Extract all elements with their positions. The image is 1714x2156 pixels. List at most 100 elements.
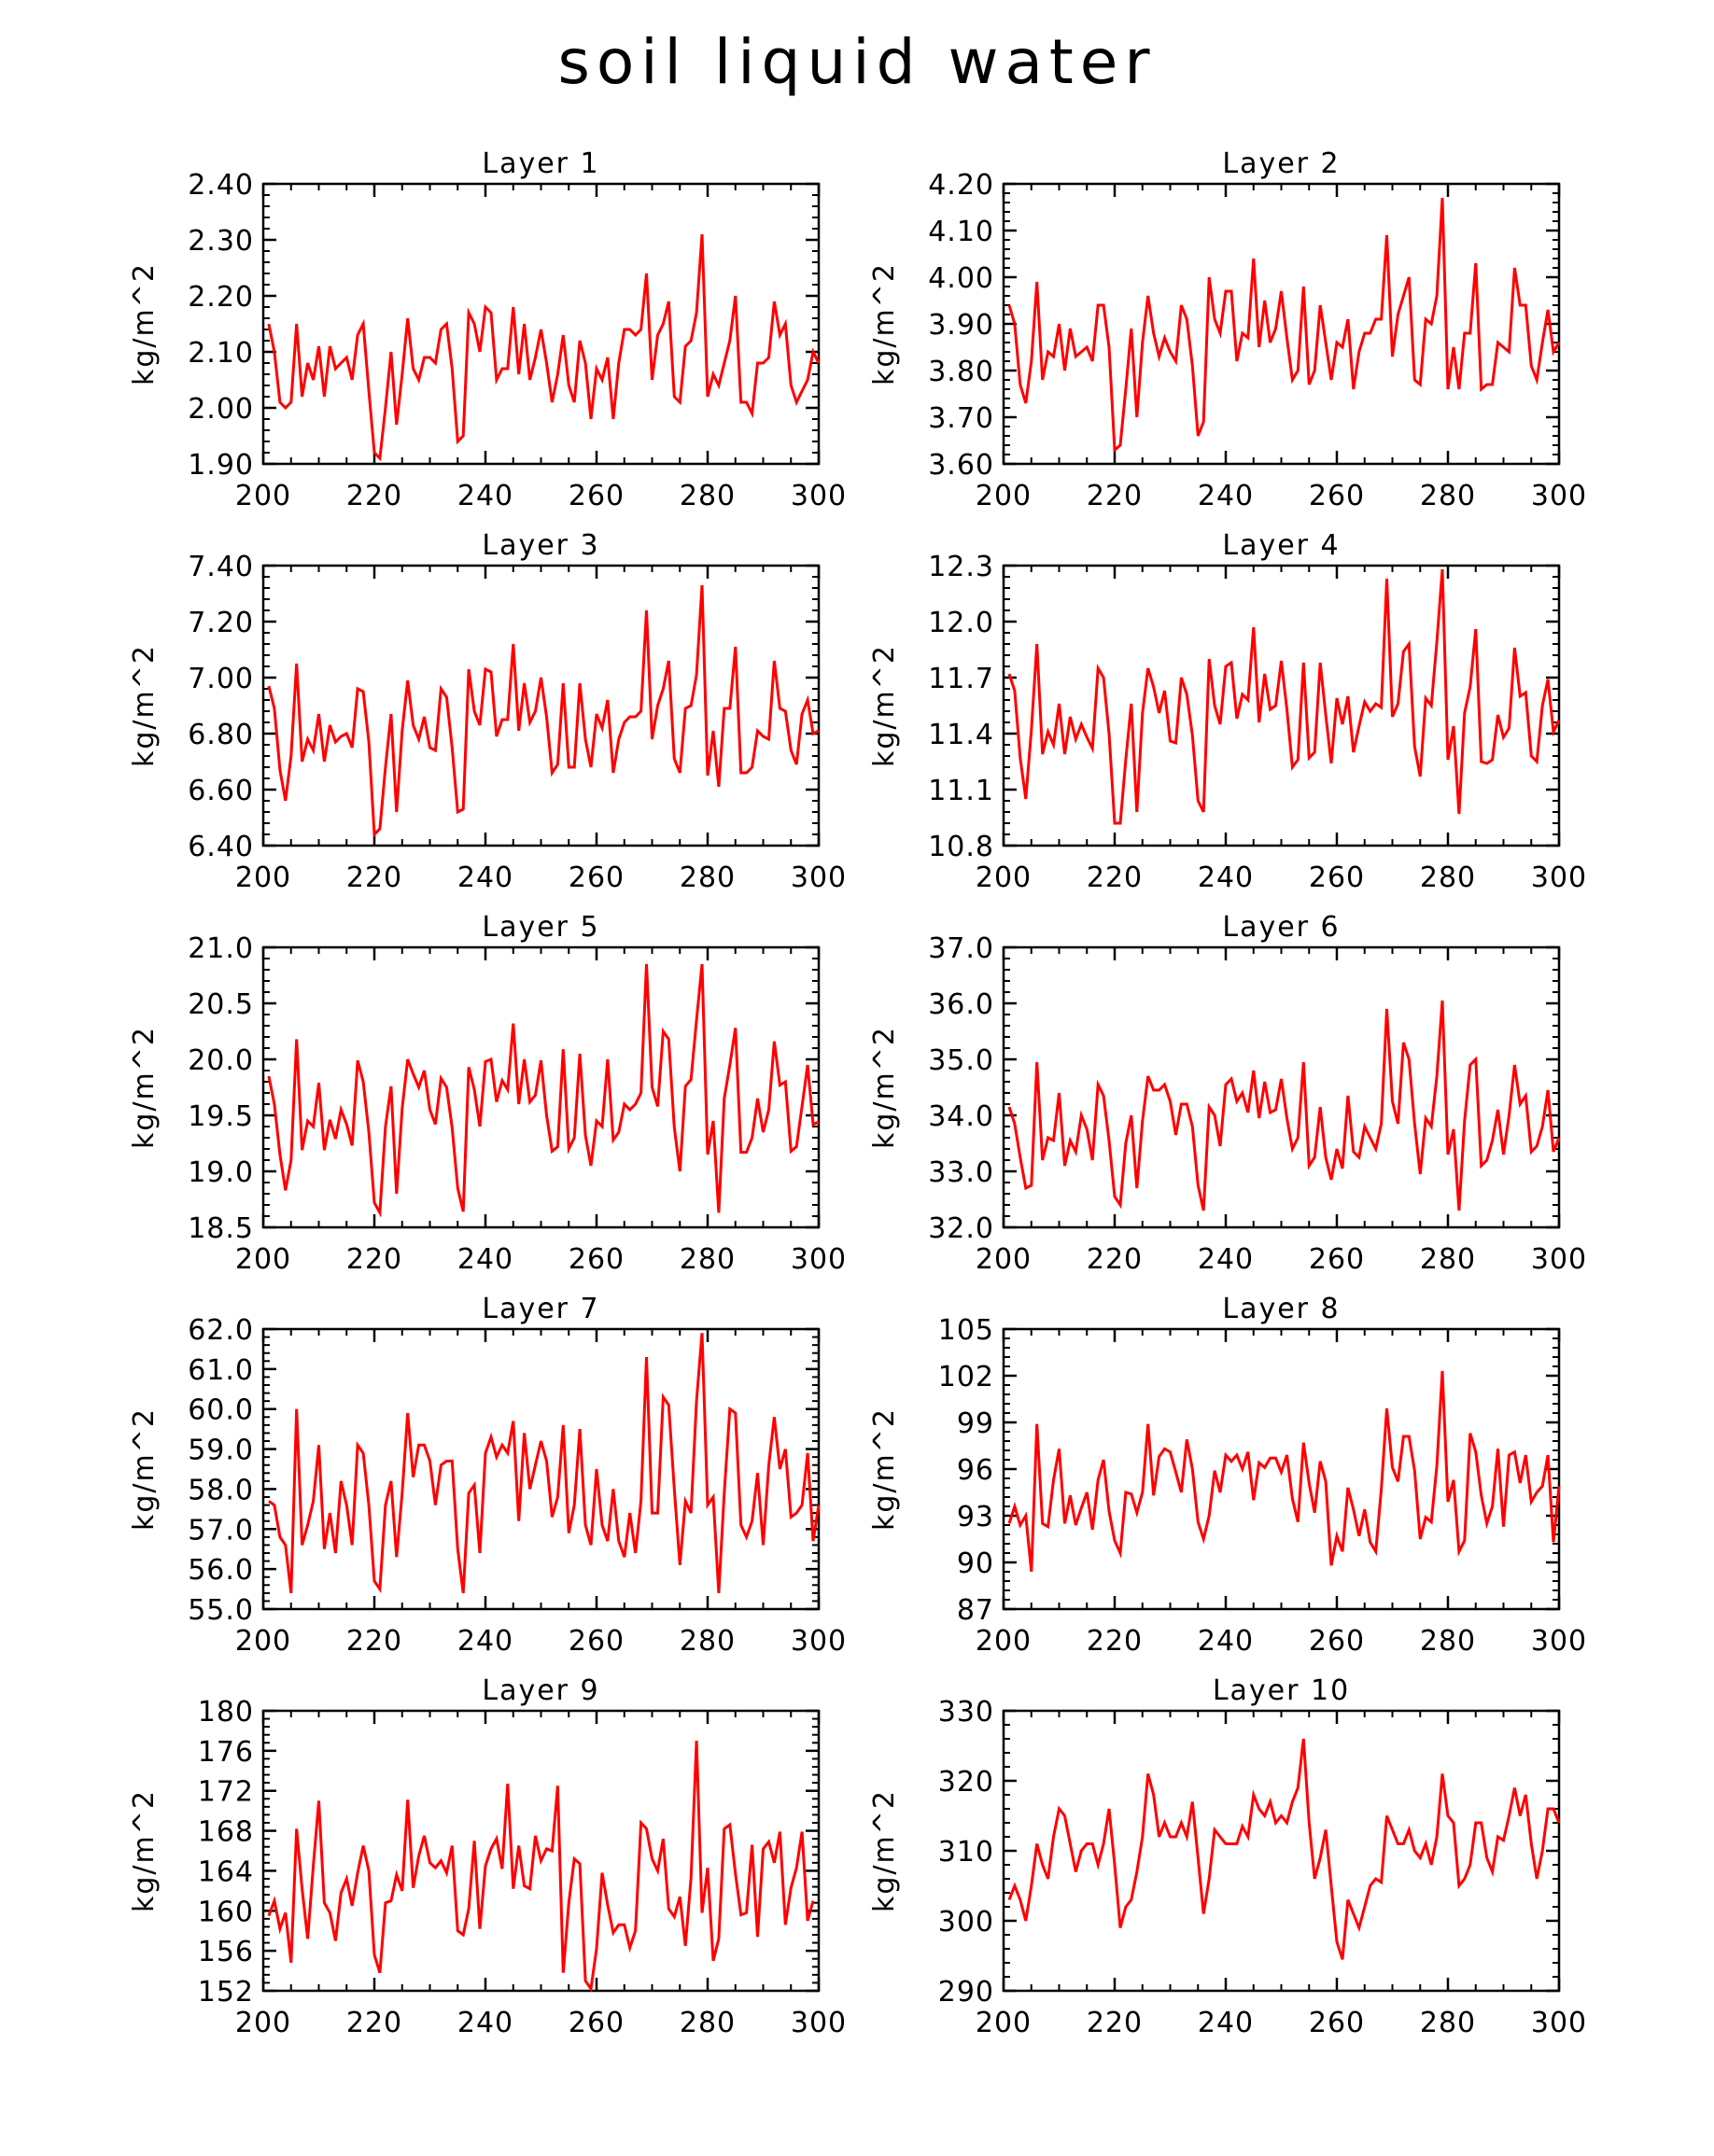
- x-tick-label: 300: [1531, 1625, 1587, 1658]
- x-tick-label: 260: [569, 2007, 625, 2039]
- chart-panel: Layer 3 200 220 240 260 280 300 6.40 6.60 6.80 7.0…: [128, 529, 847, 894]
- x-tick-label: 260: [1309, 480, 1365, 512]
- y-tick-label: 11.7: [928, 663, 994, 695]
- y-tick-label: 93: [957, 1501, 994, 1533]
- x-tick-label: 280: [1420, 480, 1476, 512]
- panel-title: Layer 9: [482, 1674, 599, 1707]
- x-tick-label: 200: [235, 861, 291, 894]
- y-tick-label: 12.0: [928, 607, 994, 639]
- plot-frame: [1002, 564, 1561, 847]
- y-axis-label: kg/m^2: [128, 1789, 161, 1912]
- x-tick-label: 200: [235, 480, 291, 512]
- x-tick-label: 260: [1309, 1625, 1365, 1658]
- x-tick-label: 280: [1420, 1625, 1476, 1658]
- series-line: [267, 233, 821, 462]
- x-tick-label: 280: [680, 861, 736, 894]
- x-tick-label: 240: [457, 861, 513, 894]
- panel-title: Layer 4: [1222, 529, 1340, 562]
- y-tick-label: 7.40: [188, 551, 254, 583]
- x-tick-label: 240: [1198, 1625, 1254, 1658]
- y-tick-label: 55.0: [188, 1594, 254, 1627]
- y-tick-label: 180: [198, 1696, 254, 1729]
- x-tick-label: 300: [791, 861, 847, 894]
- y-tick-label: 164: [198, 1855, 254, 1888]
- y-tick-label: 61.0: [188, 1354, 254, 1387]
- y-tick-label: 4.00: [928, 262, 994, 295]
- panel-title: Layer 6: [1222, 911, 1340, 944]
- y-tick-label: 20.0: [188, 1044, 254, 1077]
- panel-title: Layer 8: [1222, 1293, 1340, 1325]
- y-tick-label: 3.70: [928, 402, 994, 435]
- x-tick-label: 200: [235, 1625, 291, 1658]
- x-tick-label: 280: [1420, 861, 1476, 894]
- series-line: [1007, 1370, 1561, 1573]
- x-tick-label: 240: [1198, 2007, 1254, 2039]
- x-tick-label: 240: [1198, 1243, 1254, 1276]
- series-line: [267, 963, 820, 1218]
- plot-frame: [261, 1327, 821, 1611]
- x-tick-label: 240: [1198, 480, 1254, 512]
- y-tick-label: 290: [938, 1976, 994, 2009]
- y-tick-label: 90: [957, 1547, 994, 1580]
- y-axis-label: kg/m^2: [128, 262, 161, 385]
- x-tick-label: 220: [346, 480, 402, 512]
- series-line: [267, 584, 820, 838]
- x-tick-label: 280: [1420, 1243, 1476, 1276]
- y-tick-label: 310: [938, 1836, 994, 1869]
- chart-panel: Layer 4 200 220 240 260 280 300 10.8 11.1 11.4 11.…: [868, 529, 1587, 894]
- y-tick-label: 56.0: [188, 1554, 254, 1587]
- y-tick-label: 105: [938, 1314, 994, 1347]
- panel-title: Layer 7: [482, 1293, 599, 1325]
- y-tick-label: 12.3: [928, 551, 994, 583]
- y-tick-label: 4.20: [928, 169, 994, 202]
- x-tick-label: 240: [1198, 861, 1254, 894]
- y-tick-label: 37.0: [928, 932, 994, 965]
- x-tick-label: 220: [346, 2007, 402, 2039]
- y-axis-label: kg/m^2: [128, 644, 161, 767]
- chart-panel: Layer 6 200 220 240 260 280 300 32.0 33.0 34.0 35.…: [868, 911, 1586, 1276]
- plot-frame: [261, 945, 821, 1229]
- x-tick-label: 260: [569, 1625, 625, 1658]
- series-line: [1007, 197, 1561, 454]
- x-tick-label: 240: [457, 2007, 513, 2039]
- y-tick-label: 58.0: [188, 1474, 254, 1506]
- x-tick-label: 240: [457, 1625, 513, 1658]
- x-tick-label: 200: [976, 861, 1032, 894]
- x-tick-label: 200: [976, 2007, 1032, 2039]
- y-tick-label: 330: [938, 1696, 994, 1729]
- y-tick-label: 19.5: [188, 1100, 254, 1133]
- x-tick-label: 280: [680, 480, 736, 512]
- y-tick-label: 2.40: [188, 169, 254, 202]
- x-tick-label: 240: [457, 1243, 513, 1276]
- x-tick-label: 280: [680, 1625, 736, 1658]
- y-tick-label: 2.10: [188, 337, 254, 370]
- y-tick-label: 3.80: [928, 356, 994, 388]
- y-tick-label: 33.0: [928, 1156, 994, 1189]
- series-line: [267, 1741, 815, 1993]
- y-tick-label: 10.8: [928, 831, 994, 863]
- x-tick-label: 260: [569, 861, 625, 894]
- y-tick-label: 36.0: [928, 988, 994, 1021]
- chart-panel: Layer 9 200 220 240 260 280 300 152 156 160 164 168…: [128, 1674, 846, 2039]
- chart-panel: Layer 7 200 220 240 260 280 300 55.0 56.0 57.0 58.…: [128, 1293, 846, 1658]
- chart-panel: Layer 5 200 220 240 260 280 300 18.5 19.0 19.5 20.…: [128, 911, 847, 1276]
- x-tick-label: 280: [1420, 2007, 1476, 2039]
- panel-title: Layer 2: [1222, 147, 1340, 180]
- y-tick-label: 57.0: [188, 1514, 254, 1547]
- y-tick-label: 32.0: [928, 1212, 994, 1245]
- y-tick-label: 2.00: [188, 393, 254, 426]
- y-tick-label: 11.1: [928, 775, 994, 807]
- x-tick-label: 200: [235, 2007, 291, 2039]
- x-tick-label: 200: [235, 1243, 291, 1276]
- x-tick-label: 240: [457, 480, 513, 512]
- chart-panel: Layer 8 200 220 240 260 280 300 87 90 93 96 99 102 10…: [868, 1293, 1587, 1658]
- y-tick-label: 168: [198, 1816, 254, 1849]
- x-tick-label: 300: [791, 1243, 847, 1276]
- x-tick-label: 200: [976, 480, 1032, 512]
- x-tick-label: 260: [1309, 861, 1365, 894]
- x-tick-label: 260: [569, 480, 625, 512]
- chart-panel: Layer 10 200 220 240 260 280 300 290 300 310 320 33…: [868, 1674, 1586, 2039]
- x-tick-label: 300: [1531, 861, 1587, 894]
- y-tick-label: 19.0: [188, 1156, 254, 1189]
